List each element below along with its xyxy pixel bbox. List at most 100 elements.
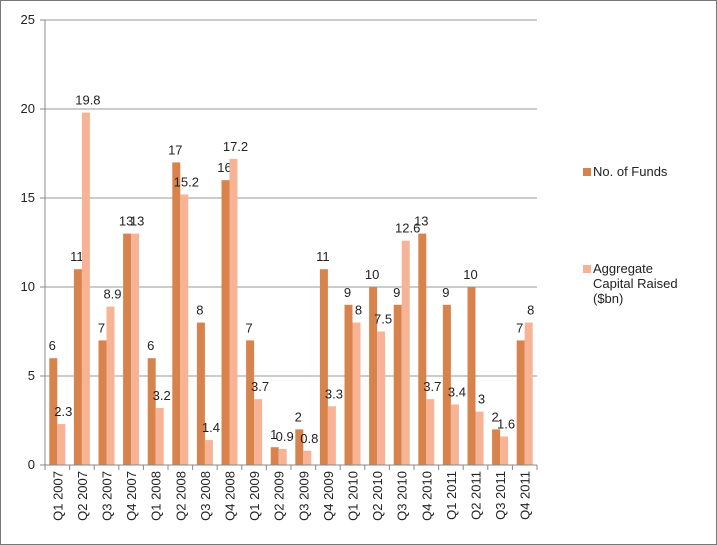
data-label: 13 <box>130 214 144 229</box>
bar <box>155 408 164 465</box>
data-label: 7 <box>516 320 523 335</box>
data-label: 1.4 <box>202 420 220 435</box>
bar <box>106 306 115 465</box>
bar <box>49 358 58 465</box>
data-label: 1 <box>270 427 277 442</box>
data-label: 9 <box>344 285 351 300</box>
bar <box>377 331 386 465</box>
bar <box>303 450 312 465</box>
x-tick-label: Q3 2008 <box>198 471 213 521</box>
x-tick-label: Q4 2009 <box>321 471 336 521</box>
x-tick-label: Q4 2008 <box>223 471 238 521</box>
x-tick-label: Q3 2007 <box>100 471 115 521</box>
bar <box>426 399 435 465</box>
x-tick-label: Q4 2011 <box>518 471 533 520</box>
x-tick-label: Q3 2009 <box>296 471 311 521</box>
data-label: 3.4 <box>448 384 466 399</box>
data-label: 0.8 <box>300 431 318 446</box>
x-tick-label: Q4 2010 <box>419 471 434 521</box>
bar <box>196 322 205 465</box>
legend-swatch <box>583 265 591 273</box>
bar <box>81 112 90 465</box>
x-tick-label: Q1 2010 <box>346 471 361 521</box>
legend-swatch <box>583 168 591 176</box>
bar <box>98 340 107 465</box>
bar <box>295 429 304 465</box>
bar <box>500 436 509 465</box>
data-label: 8 <box>355 303 362 318</box>
data-label: 6 <box>49 338 56 353</box>
y-tick-label: 5 <box>28 368 35 383</box>
x-tick-label: Q1 2008 <box>149 471 164 521</box>
bar <box>450 404 459 465</box>
data-label: 6 <box>147 338 154 353</box>
data-label: 2 <box>295 409 302 424</box>
data-label: 12.6 <box>395 221 420 236</box>
data-label: 1.6 <box>497 417 515 432</box>
y-tick-label: 25 <box>21 12 35 27</box>
bar <box>327 406 336 465</box>
bar <box>516 340 525 465</box>
y-tick-label: 0 <box>28 457 35 472</box>
bar <box>123 233 132 465</box>
bar <box>147 358 156 465</box>
data-label: 10 <box>463 267 477 282</box>
data-label: 16 <box>217 160 231 175</box>
x-tick-label: Q2 2010 <box>370 471 385 521</box>
data-label: 7 <box>98 320 105 335</box>
x-tick-label: Q1 2009 <box>247 471 262 521</box>
bar <box>369 287 378 465</box>
y-tick-label: 15 <box>21 190 35 205</box>
bar <box>467 287 476 465</box>
bar <box>131 233 140 465</box>
data-label: 11 <box>70 249 84 264</box>
bar <box>246 340 255 465</box>
data-label: 2 <box>491 409 498 424</box>
y-tick-label: 20 <box>21 101 35 116</box>
x-tick-label: Q2 2009 <box>272 471 287 521</box>
bar <box>221 180 230 465</box>
bar <box>352 322 361 465</box>
x-tick-label: Q3 2010 <box>395 471 410 521</box>
bar <box>254 399 263 465</box>
bar <box>229 158 238 465</box>
data-label: 7 <box>245 320 252 335</box>
x-tick-label: Q2 2007 <box>75 471 90 521</box>
bar <box>204 440 213 465</box>
bar <box>73 269 82 465</box>
bar <box>278 448 287 465</box>
bar <box>270 447 279 465</box>
bar <box>401 240 410 465</box>
data-label: 3 <box>478 392 485 407</box>
data-label: 13 <box>119 214 133 229</box>
bar <box>442 304 451 465</box>
data-label: 3.7 <box>423 379 441 394</box>
data-label: 2.3 <box>54 404 72 419</box>
data-label: 3.7 <box>251 379 269 394</box>
data-label: 10 <box>365 267 379 282</box>
data-label: 17 <box>168 142 182 157</box>
data-label: 9 <box>393 285 400 300</box>
x-tick-label: Q2 2011 <box>469 471 484 520</box>
data-label: 9 <box>442 285 449 300</box>
data-label: 0.9 <box>276 429 294 444</box>
bar <box>172 162 181 465</box>
data-label: 13 <box>414 214 428 229</box>
bar <box>344 304 353 465</box>
bar <box>57 424 66 465</box>
data-label: 7.5 <box>374 312 392 327</box>
x-tick-label: Q1 2007 <box>50 471 65 521</box>
bar <box>492 429 501 465</box>
data-label: 15.2 <box>174 174 199 189</box>
data-label: 3.2 <box>153 388 171 403</box>
legend-label: Aggregate Capital Raised ($bn) <box>593 261 678 306</box>
data-label: 19.8 <box>75 93 100 108</box>
bar <box>319 269 328 465</box>
x-tick-label: Q1 2011 <box>444 471 459 520</box>
bar <box>180 194 189 465</box>
x-tick-label: Q3 2011 <box>493 471 508 520</box>
x-tick-label: Q2 2008 <box>173 471 188 521</box>
x-tick-label: Q4 2007 <box>124 471 139 521</box>
